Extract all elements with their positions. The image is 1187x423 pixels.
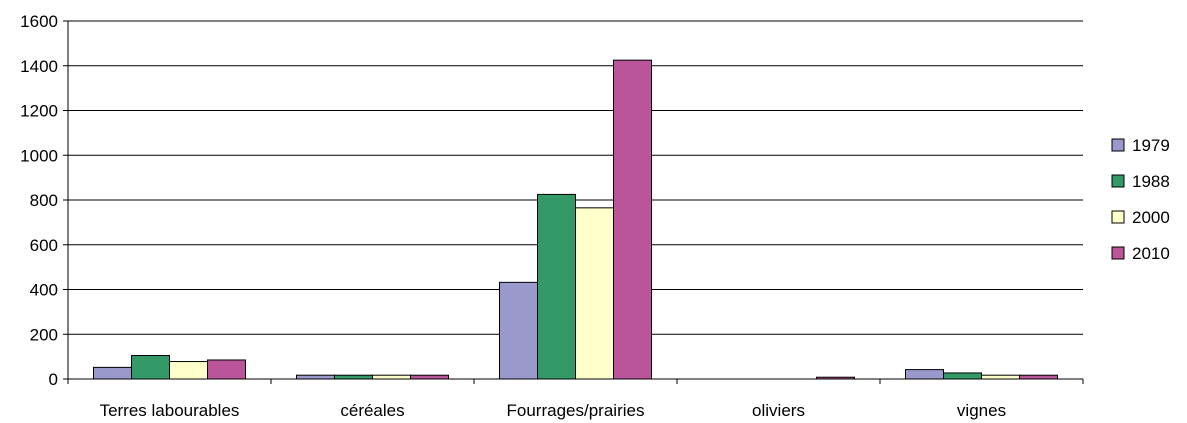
y-tick-label: 0 xyxy=(49,370,58,389)
y-tick-label: 600 xyxy=(30,236,58,255)
y-tick-label: 400 xyxy=(30,281,58,300)
bars xyxy=(93,59,1058,380)
bar-1979-0 xyxy=(93,366,132,380)
bar-1988-2 xyxy=(537,193,576,380)
x-tick-label: céréales xyxy=(340,401,404,420)
y-tick-label: 1600 xyxy=(20,12,58,31)
legend-swatch-2010 xyxy=(1111,246,1125,260)
bar-1988-1 xyxy=(334,374,373,380)
bar-2000-0 xyxy=(169,361,208,380)
legend-swatch-1988 xyxy=(1111,174,1125,188)
y-axis-tick-labels: 0 200 400 600 800 1000 1200 1400 1600 xyxy=(20,12,58,389)
bar-1988-4 xyxy=(943,372,982,380)
x-tick-label: vignes xyxy=(957,401,1006,420)
bar-1979-1 xyxy=(296,374,335,380)
x-tick-label: Fourrages/prairies xyxy=(507,401,645,420)
legend: 1979 1988 2000 2010 xyxy=(1111,136,1170,263)
axes xyxy=(63,20,1084,384)
bar-2010-2 xyxy=(613,59,652,380)
legend-label-1988: 1988 xyxy=(1132,172,1170,191)
y-tick-label: 1000 xyxy=(20,146,58,165)
bar-2010-0 xyxy=(207,359,246,380)
bar-1979-4 xyxy=(905,369,944,380)
y-tick-label: 200 xyxy=(30,325,58,344)
y-tick-label: 1400 xyxy=(20,57,58,76)
legend-swatch-1979 xyxy=(1111,138,1125,152)
bar-2000-4 xyxy=(981,374,1020,380)
bar-1979-2 xyxy=(499,281,538,380)
bar-2000-2 xyxy=(575,207,614,380)
bar-2010-4 xyxy=(1019,374,1058,380)
legend-label-2000: 2000 xyxy=(1132,208,1170,227)
x-tick-label: oliviers xyxy=(752,401,805,420)
bar-1988-0 xyxy=(131,355,170,380)
bar-2010-1 xyxy=(410,374,449,380)
y-tick-label: 1200 xyxy=(20,102,58,121)
bar-2000-1 xyxy=(372,374,411,380)
x-tick-label: Terres labourables xyxy=(100,401,240,420)
legend-label-1979: 1979 xyxy=(1132,136,1170,155)
legend-swatch-2000 xyxy=(1111,210,1125,224)
x-axis-tick-labels: Terres labourables céréales Fourrages/prai… xyxy=(100,401,1007,420)
legend-label-2010: 2010 xyxy=(1132,244,1170,263)
y-tick-label: 800 xyxy=(30,191,58,210)
